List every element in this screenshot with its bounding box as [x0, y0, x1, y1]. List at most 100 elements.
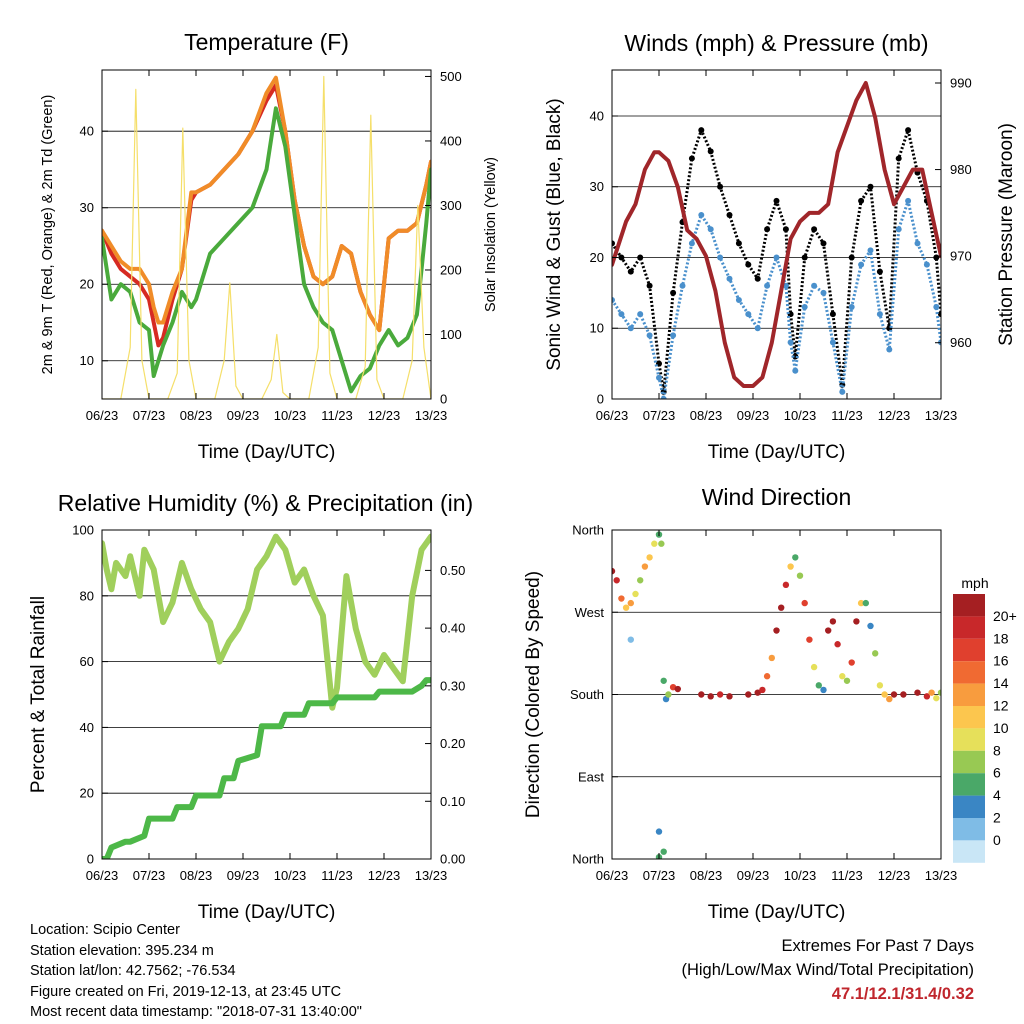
- direction-point: [707, 693, 714, 700]
- x-tick-label: 11/23: [321, 868, 353, 883]
- direction-point: [641, 563, 649, 570]
- direction-point: [716, 691, 724, 698]
- direction-point: [768, 654, 775, 662]
- station-location: Location: Scipio Center: [30, 922, 180, 938]
- station-info: Location: Scipio Center Station elevatio…: [30, 920, 362, 1023]
- y2-tick-label: 980: [950, 162, 972, 177]
- series-1-trace: [612, 128, 941, 394]
- legend-title: mph: [961, 575, 988, 591]
- y-tick-label: 10: [80, 353, 94, 368]
- y-tick-label: East: [578, 769, 604, 784]
- direction-point: [754, 689, 761, 696]
- x-tick-label: 13/23: [415, 868, 448, 883]
- y2-tick-label: 970: [950, 249, 972, 264]
- direction-point: [665, 691, 672, 698]
- series-3-line: [612, 81, 941, 388]
- direction-point: [658, 540, 665, 547]
- y-axis-label: 2m & 9m T (Red, Orange) & 2m Td (Green): [40, 95, 56, 375]
- direction-point: [834, 641, 841, 648]
- legend-swatch: [953, 728, 985, 751]
- x-tick-label: 08/23: [180, 868, 213, 883]
- y-tick-label: 20: [80, 277, 94, 292]
- y-tick-label: 20: [590, 250, 604, 265]
- direction-point: [745, 691, 752, 698]
- legend-label: 10: [993, 720, 1009, 736]
- x-tick-label: 07/23: [643, 868, 676, 883]
- legend-swatch: [953, 840, 985, 863]
- direction-point: [787, 563, 794, 570]
- y-tick-label: 0: [87, 852, 94, 867]
- y2-tick-label: 0.40: [440, 621, 465, 636]
- legend-swatch: [953, 616, 985, 639]
- y2-tick-label: 0: [440, 392, 447, 407]
- direction-point: [853, 618, 860, 625]
- y-tick-label: 100: [72, 523, 94, 538]
- series-2-line: [102, 75, 431, 333]
- plot-area: [612, 531, 941, 859]
- legend-swatch: [953, 706, 985, 729]
- x-tick-label: 08/23: [690, 868, 723, 883]
- y-tick-label: North: [572, 523, 604, 538]
- y-tick-label: 40: [80, 720, 94, 735]
- direction-point: [660, 848, 667, 855]
- direction-point: [698, 691, 705, 698]
- direction-point: [646, 554, 653, 561]
- direction-point: [674, 685, 681, 693]
- y2-tick-label: 400: [440, 133, 462, 148]
- direction-point: [637, 577, 644, 584]
- y2-tick-label: 0.30: [440, 678, 465, 693]
- x-tick-label: 07/23: [133, 408, 166, 423]
- chart-3: [101, 529, 432, 860]
- series-2-trace: [612, 199, 941, 399]
- x-tick-label: 10/23: [784, 408, 817, 423]
- direction-point: [857, 599, 865, 607]
- y-tick-label: South: [570, 687, 604, 702]
- y-tick-label: 80: [80, 588, 94, 603]
- y-tick-label: 20: [80, 786, 94, 801]
- x-tick-label: 06/23: [596, 408, 629, 423]
- plot-area: [612, 81, 941, 399]
- extremes-values: 47.1/12.1/31.4/0.32: [831, 985, 974, 1003]
- x-tick-label: 08/23: [690, 408, 723, 423]
- direction-point: [862, 599, 869, 607]
- legend-label: 20+: [993, 608, 1017, 624]
- chart-title: Wind Direction: [702, 484, 852, 510]
- direction-point: [890, 691, 898, 698]
- y-tick-label: 40: [590, 108, 604, 123]
- legend-label: 16: [993, 653, 1009, 669]
- legend-label: 12: [993, 698, 1009, 714]
- legend-swatch: [953, 683, 985, 706]
- direction-point: [782, 581, 790, 589]
- direction-point: [613, 577, 620, 584]
- direction-point: [829, 618, 837, 625]
- direction-point: [806, 636, 813, 643]
- x-tick-label: 13/23: [415, 408, 448, 423]
- y2-tick-label: 200: [440, 262, 462, 277]
- x-tick-label: 08/23: [180, 408, 213, 423]
- x-axis-label: Time (Day/UTC): [708, 902, 846, 923]
- legend-label: 14: [993, 675, 1009, 691]
- y2-tick-label: 0.50: [440, 563, 465, 578]
- y-tick-label: West: [575, 605, 605, 620]
- plot-area: [102, 533, 431, 859]
- x-tick-label: 12/23: [368, 868, 401, 883]
- legend-label: 18: [993, 630, 1009, 646]
- legend-swatch: [953, 661, 985, 684]
- x-tick-label: 07/23: [643, 408, 676, 423]
- y2-tick-label: 0.00: [440, 852, 465, 867]
- direction-point: [792, 554, 799, 561]
- x-tick-label: 13/23: [925, 868, 958, 883]
- y2-tick-label: 300: [440, 198, 462, 213]
- direction-point: [923, 693, 931, 700]
- legend-swatch: [953, 818, 985, 841]
- chart-4: [611, 529, 985, 863]
- station-elevation: Station elevation: 395.234 m: [30, 942, 214, 959]
- x-tick-label: 13/23: [925, 408, 958, 423]
- direction-point: [928, 689, 935, 696]
- direction-point: [763, 673, 771, 680]
- x-tick-label: 10/23: [274, 408, 307, 423]
- x-tick-label: 07/23: [133, 868, 166, 883]
- legend-swatch: [953, 795, 985, 818]
- chart-title: Winds (mph) & Pressure (mb): [624, 30, 928, 56]
